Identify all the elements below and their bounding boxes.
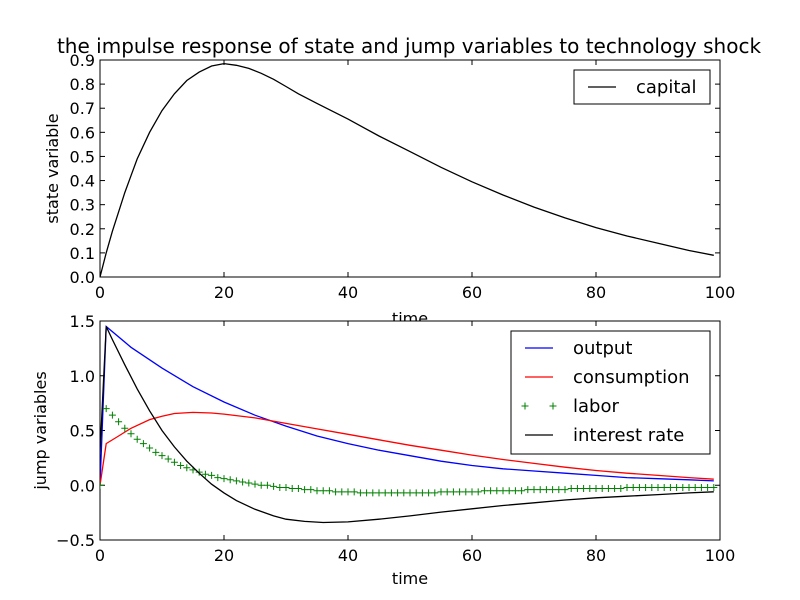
x-tick-label: 80 — [586, 283, 606, 302]
x-tick-label: 60 — [462, 283, 482, 302]
figure-title: the impulse response of state and jump v… — [57, 34, 761, 58]
y-axis-label: jump variables — [31, 371, 50, 490]
y-tick-label: 0.9 — [70, 51, 95, 70]
x-tick-label: 100 — [705, 546, 736, 565]
legend: capital — [574, 70, 710, 104]
legend-label: output — [573, 338, 632, 359]
legend: output consumption labor interest rate — [511, 331, 710, 454]
y-tick-label: 1.0 — [70, 367, 95, 386]
legend-label: labor — [573, 396, 619, 417]
x-tick-label: 20 — [214, 546, 234, 565]
y-tick-label: 0.0 — [70, 476, 95, 495]
jump-variables-chart: 0 20 40 60 80 100 −0.5 0.0 0.5 1.0 1.5 time jump var… — [31, 312, 735, 588]
state-variable-chart: 0 20 40 60 80 100 0.0 0.1 0.2 0.3 0.4 0.5 0.6 0.7 0.8 0… — [43, 51, 735, 328]
legend-label: consumption — [573, 367, 690, 388]
y-tick-label: 0.7 — [70, 99, 95, 118]
y-tick-label: 0.8 — [70, 75, 95, 94]
y-axis-label: state variable — [43, 113, 62, 223]
x-tick-label: 100 — [705, 283, 736, 302]
y-tick-label: 0.3 — [70, 196, 95, 215]
x-tick-label: 40 — [338, 283, 358, 302]
y-tick-label: 0.1 — [70, 244, 95, 263]
y-tick-label: 0.4 — [70, 172, 95, 191]
y-tick-label: 0.0 — [70, 268, 95, 287]
x-tick-label: 40 — [338, 546, 358, 565]
y-tick-label: −0.5 — [56, 531, 95, 550]
y-tick-label: 0.2 — [70, 220, 95, 239]
legend-label: capital — [636, 77, 696, 98]
x-tick-label: 0 — [95, 546, 105, 565]
x-tick-label: 80 — [586, 546, 606, 565]
y-tick-label: 0.5 — [70, 147, 95, 166]
legend-label: interest rate — [573, 425, 684, 446]
y-tick-label: 0.5 — [70, 422, 95, 441]
x-tick-label: 0 — [95, 283, 105, 302]
y-tick-label: 1.5 — [70, 312, 95, 331]
x-tick-label: 60 — [462, 546, 482, 565]
x-tick-label: 20 — [214, 283, 234, 302]
y-tick-label: 0.6 — [70, 123, 95, 142]
x-axis-label: time — [392, 569, 428, 588]
